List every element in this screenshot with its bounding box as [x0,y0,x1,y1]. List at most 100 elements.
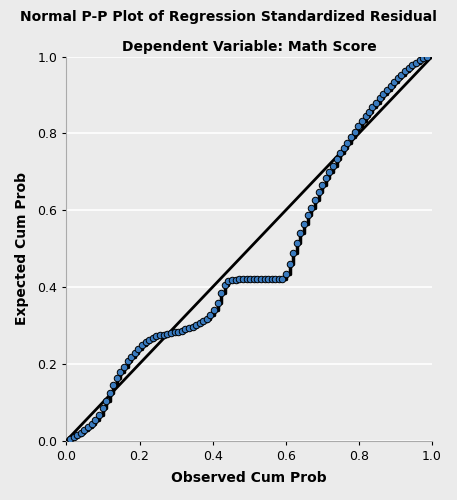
Point [297,229,304,237]
Text: Normal P-P Plot of Regression Standardized Residual: Normal P-P Plot of Regression Standardiz… [20,10,437,24]
Point [225,277,232,285]
Point [300,220,308,228]
Point [394,74,401,82]
Point [355,122,362,130]
Y-axis label: Expected Cum Prob: Expected Cum Prob [15,172,29,325]
Point [322,174,329,182]
Point [149,334,157,342]
Point [232,276,239,283]
Point [80,426,88,434]
Point [192,320,200,328]
Point [160,330,167,338]
Point [362,112,369,120]
Point [387,82,394,90]
Point [131,349,138,357]
Point [181,326,189,334]
Point [419,54,426,62]
Point [315,188,322,196]
Point [383,86,391,94]
Point [268,276,276,283]
Point [254,276,261,283]
Point [84,423,91,431]
Point [423,53,430,61]
Point [366,108,373,116]
Point [319,181,326,189]
Point [347,133,355,141]
Point [171,328,178,336]
Point [372,99,380,107]
Point [113,374,121,382]
Point [70,433,77,441]
Point [279,276,286,283]
Point [236,276,243,283]
Point [409,62,416,70]
Point [405,64,412,72]
Point [246,276,254,283]
Point [344,138,351,146]
Point [214,299,222,307]
Point [333,156,340,164]
Point [156,332,164,340]
Point [257,276,265,283]
Point [99,404,106,412]
Point [311,196,319,204]
Point [243,276,250,283]
Point [135,345,142,353]
Point [203,314,210,322]
Point [66,434,74,442]
Point [189,322,196,330]
Point [275,276,282,283]
Point [391,78,398,86]
Point [401,67,409,75]
Point [250,276,257,283]
Point [337,150,344,158]
Point [121,362,128,370]
Point [221,281,228,289]
Point [304,211,311,219]
Point [286,260,293,268]
Point [178,327,185,335]
Point [210,306,218,314]
Point [380,90,387,98]
Point [95,410,102,418]
X-axis label: Observed Cum Prob: Observed Cum Prob [171,471,327,485]
Point [138,342,146,349]
Point [174,328,181,336]
Point [146,336,153,344]
Point [88,420,95,428]
Point [412,58,420,66]
Point [293,239,301,247]
Point [102,397,110,405]
Point [265,276,272,283]
Point [91,416,99,424]
Point [128,353,135,361]
Point [290,249,297,257]
Point [228,276,236,284]
Point [308,204,315,212]
Point [358,117,366,125]
Point [218,289,225,297]
Point [369,104,376,112]
Point [376,94,383,102]
Point [351,128,358,136]
Point [239,276,247,283]
Point [106,389,113,397]
Point [110,381,117,389]
Point [196,319,203,327]
Point [199,317,207,325]
Point [416,56,423,64]
Point [329,162,337,170]
Point [117,368,124,376]
Point [398,70,405,78]
Point [73,431,80,439]
Point [167,329,175,337]
Point [124,357,132,365]
Point [326,168,333,176]
Point [340,144,348,152]
Point [185,324,192,332]
Point [271,276,279,283]
Point [153,332,160,340]
Point [261,276,268,283]
Point [282,270,290,278]
Title: Dependent Variable: Math Score: Dependent Variable: Math Score [122,40,377,54]
